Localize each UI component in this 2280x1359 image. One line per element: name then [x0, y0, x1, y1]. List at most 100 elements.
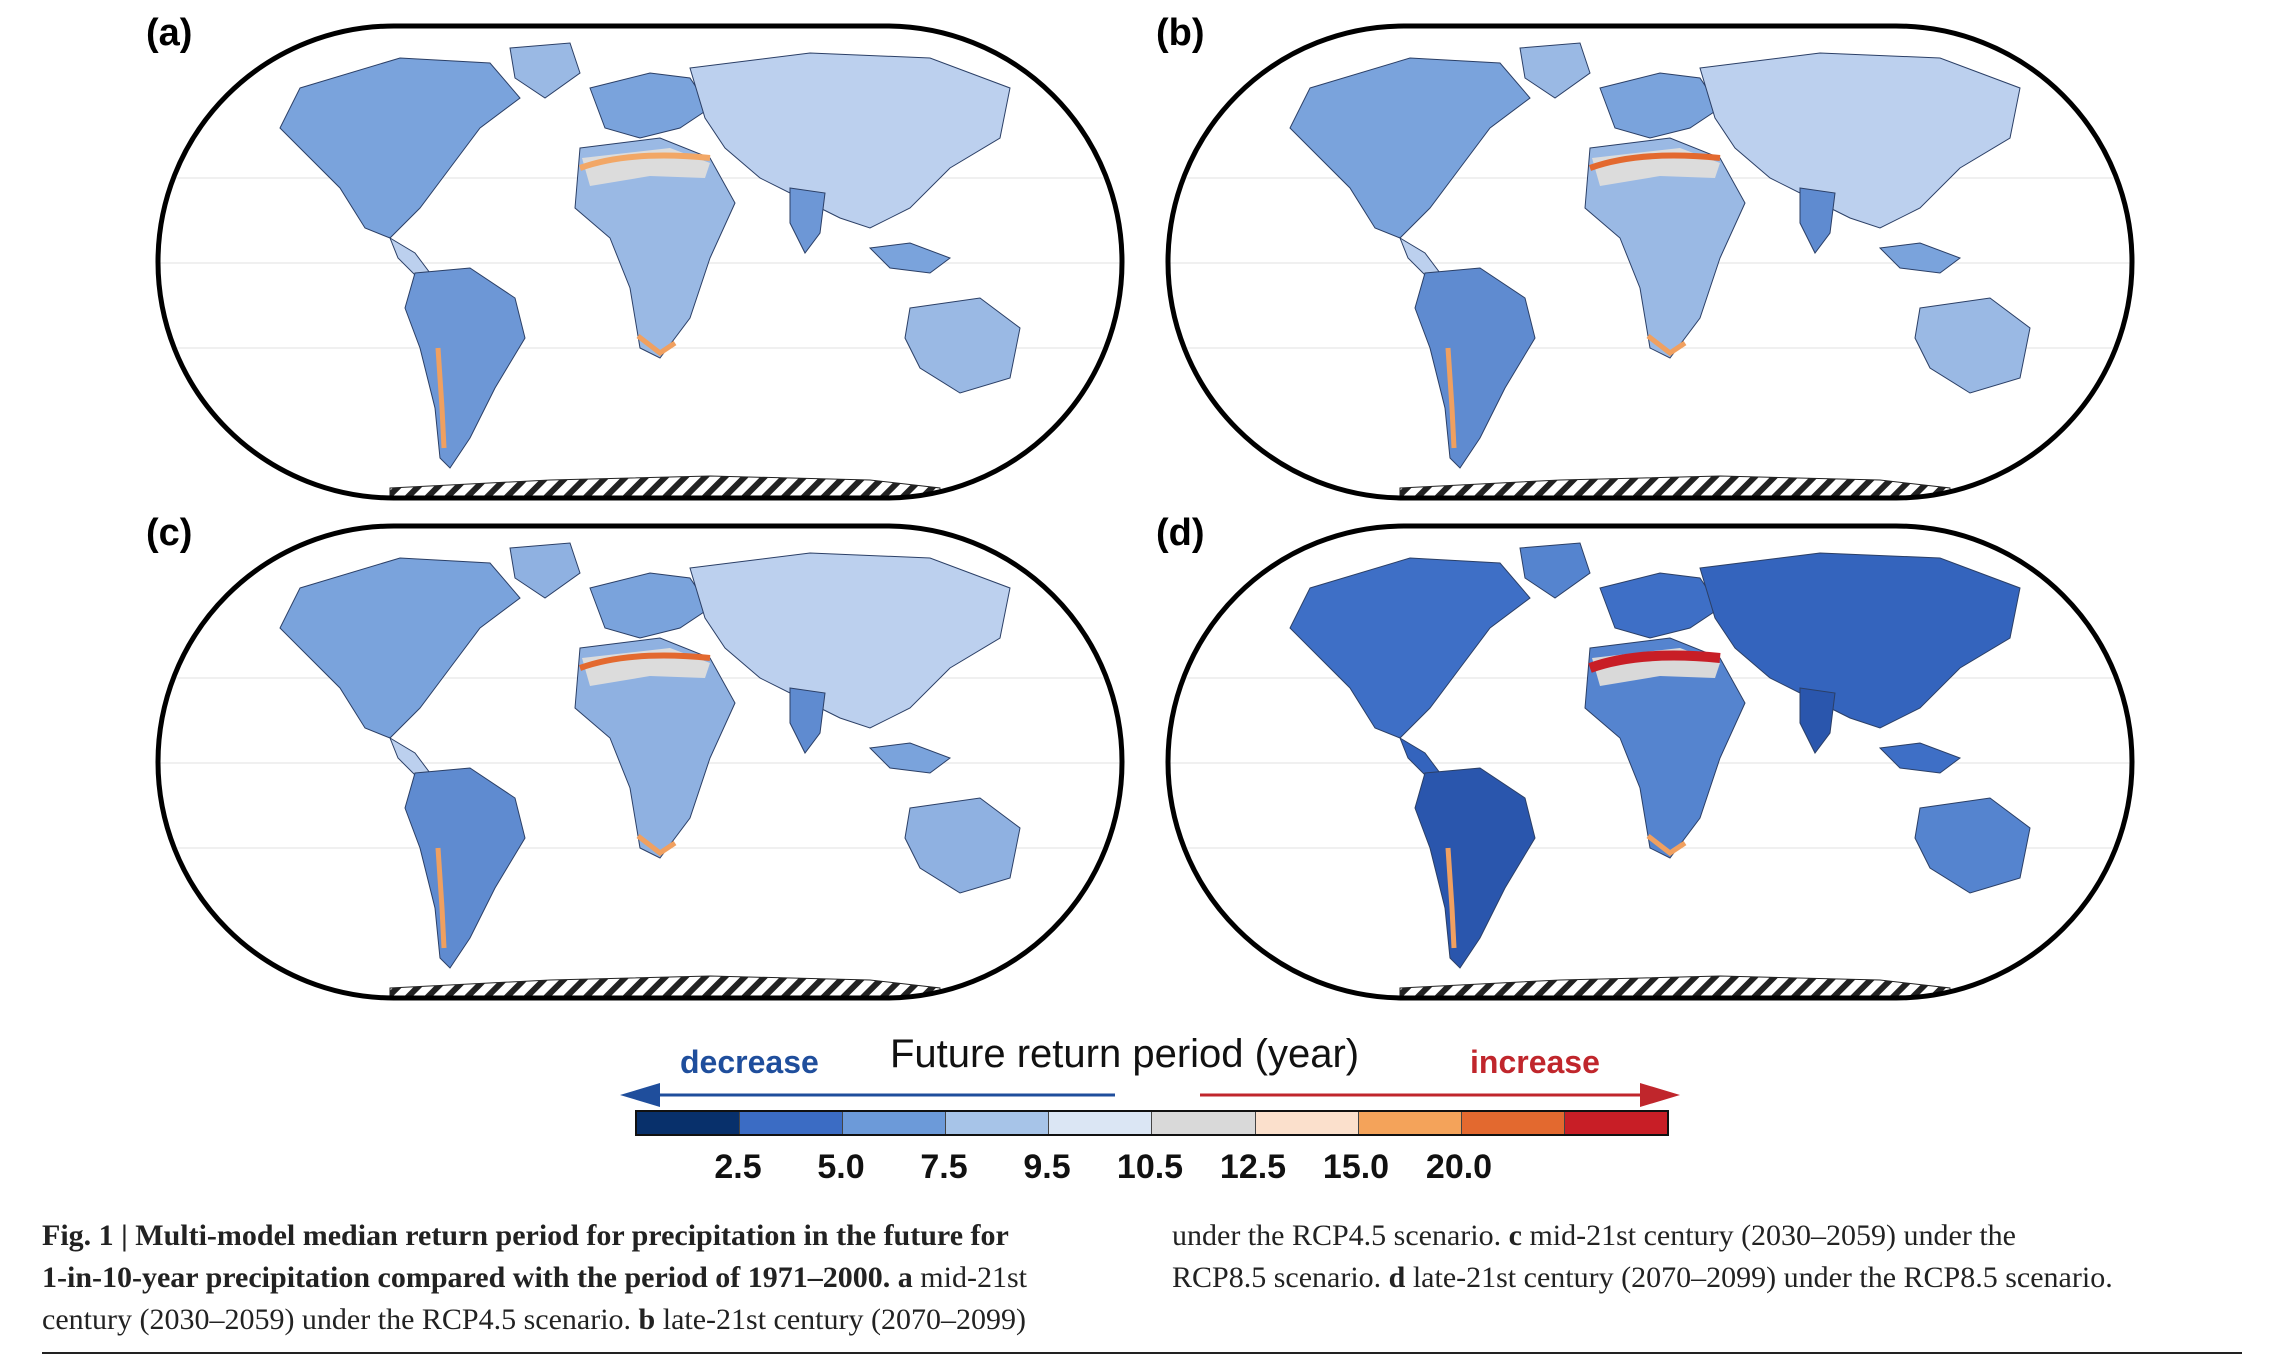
- continent-australia: [904, 797, 1021, 894]
- caption-text: RCP8.5 scenario.: [1172, 1261, 1389, 1294]
- world-map-c: [155, 523, 1125, 1001]
- panel-label: (c): [146, 512, 193, 554]
- colorbar-ticks: 2.5 5.0 7.5 9.5 10.5 12.5 15.0 20.0: [635, 1148, 1665, 1188]
- caption-bold: Fig. 1 | Multi-model median return perio…: [42, 1219, 1009, 1252]
- continent-antarctica: [1399, 975, 1951, 998]
- caption-text: late-21st century (2070–2099) under the …: [1405, 1261, 2113, 1294]
- continent-greenland: [509, 542, 581, 599]
- colorbar-tick-label: 20.0: [1425, 1148, 1493, 1186]
- colorbar-segment: [1461, 1112, 1565, 1134]
- colorbar-segment: [1358, 1112, 1462, 1134]
- caption-text: century (2030–2059) under the RCP4.5 sce…: [42, 1303, 639, 1336]
- continent-europe: [1599, 72, 1721, 139]
- increase-band: [1588, 152, 1721, 171]
- colorbar-segment: [1152, 1112, 1256, 1134]
- continent-greenland: [1519, 42, 1591, 99]
- south-africa-increase: [636, 834, 677, 857]
- caption-line: 1-in-10-year precipitation compared with…: [42, 1257, 1152, 1299]
- increase-band: [1588, 650, 1721, 673]
- caption-bold: 1-in-10-year precipitation compared with…: [42, 1261, 891, 1294]
- caption-line: RCP8.5 scenario. d late-21st century (20…: [1172, 1257, 2242, 1299]
- south-africa-increase: [1646, 334, 1687, 357]
- colorbar-segment: [740, 1112, 844, 1134]
- continent-north-america: [1289, 557, 1531, 739]
- continent-antarctica: [389, 975, 941, 998]
- world-map-b: [1165, 23, 2135, 501]
- continent-europe: [589, 572, 711, 639]
- colorbar-tick-label: 7.5: [920, 1148, 968, 1186]
- increase-band: [578, 652, 711, 671]
- map-panel-a: (a): [146, 12, 1130, 508]
- continent-north-america: [279, 57, 521, 239]
- continent-indonesia: [868, 242, 952, 274]
- caption-text: under the RCP4.5 scenario.: [1172, 1219, 1509, 1252]
- continent-indonesia: [868, 742, 952, 774]
- continent-asia: [1699, 552, 2021, 729]
- caption-tag: a: [897, 1261, 913, 1294]
- continent-india: [789, 687, 826, 754]
- colorbar-legend: decrease Future return period (year) inc…: [600, 1030, 1700, 1200]
- colorbar-tick-label: 10.5: [1116, 1148, 1184, 1186]
- caption-tag: d: [1388, 1261, 1406, 1294]
- continent-north-america: [1289, 57, 1531, 239]
- continent-indonesia: [1878, 242, 1962, 274]
- continent-australia: [904, 297, 1021, 394]
- panel-label: (d): [1156, 512, 1205, 554]
- continent-south-america: [1414, 267, 1536, 469]
- colorbar-tick-label: 9.5: [1023, 1148, 1071, 1186]
- continent-india: [789, 187, 826, 254]
- increase-arrow-icon: [1200, 1083, 1680, 1107]
- colorbar: [635, 1110, 1669, 1136]
- continent-australia: [1914, 797, 2031, 894]
- caption-left-column: Fig. 1 | Multi-model median return perio…: [42, 1215, 1152, 1341]
- continent-india: [1799, 687, 1836, 754]
- world-map-d: [1165, 523, 2135, 1001]
- world-map-a: [155, 23, 1125, 501]
- continent-greenland: [509, 42, 581, 99]
- colorbar-segment: [1255, 1112, 1359, 1134]
- colorbar-segment: [637, 1112, 741, 1134]
- map-border: [1165, 523, 2135, 1001]
- panel-label: (b): [1156, 12, 1205, 54]
- chile-increase: [435, 847, 447, 949]
- caption-tag: c: [1508, 1219, 1522, 1252]
- map-panel-d: (d): [1156, 512, 2140, 1008]
- decrease-label: decrease: [680, 1044, 819, 1080]
- colorbar-segment: [1564, 1112, 1667, 1134]
- chile-increase: [1445, 347, 1457, 449]
- south-africa-increase: [1646, 834, 1687, 857]
- colorbar-tick-label: 15.0: [1322, 1148, 1390, 1186]
- chile-increase: [1445, 847, 1457, 949]
- continent-antarctica: [389, 475, 941, 498]
- continent-australia: [1914, 297, 2031, 394]
- caption-text: [890, 1261, 898, 1294]
- colorbar-tick-label: 5.0: [817, 1148, 865, 1186]
- map-panel-b: (b): [1156, 12, 2140, 508]
- continent-south-america: [404, 267, 526, 469]
- caption-tag: b: [638, 1303, 656, 1336]
- continent-asia: [689, 552, 1011, 729]
- caption-text: late-21st century (2070–2099): [655, 1303, 1026, 1336]
- caption-line: Fig. 1 | Multi-model median return perio…: [42, 1215, 1152, 1257]
- legend-title: Future return period (year): [890, 1032, 1360, 1076]
- decrease-arrow-icon: [620, 1083, 1115, 1107]
- continent-india: [1799, 187, 1836, 254]
- increase-band: [578, 152, 711, 171]
- colorbar-segment: [843, 1112, 947, 1134]
- colorbar-segment: [1049, 1112, 1153, 1134]
- map-panel-c: (c): [146, 512, 1130, 1008]
- map-border: [1165, 23, 2135, 501]
- colorbar-segment: [946, 1112, 1050, 1134]
- continent-north-america: [279, 557, 521, 739]
- south-africa-increase: [636, 334, 677, 357]
- continent-antarctica: [1399, 475, 1951, 498]
- colorbar-tick-label: 2.5: [714, 1148, 762, 1186]
- continent-greenland: [1519, 542, 1591, 599]
- caption-right-column: under the RCP4.5 scenario. c mid-21st ce…: [1172, 1215, 2242, 1299]
- panel-label: (a): [146, 12, 193, 54]
- caption-text: mid-21st: [912, 1261, 1027, 1294]
- caption-line: under the RCP4.5 scenario. c mid-21st ce…: [1172, 1215, 2242, 1257]
- map-border: [155, 23, 1125, 501]
- continent-europe: [589, 72, 711, 139]
- caption-text: mid-21st century (2030–2059) under the: [1521, 1219, 2016, 1252]
